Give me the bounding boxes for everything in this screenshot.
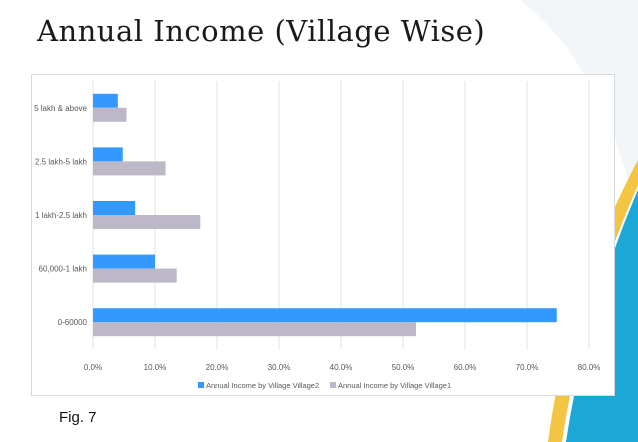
x-tick-label: 20.0% (206, 363, 229, 372)
x-tick-label: 50.0% (392, 363, 415, 372)
bar-village1 (93, 107, 127, 122)
legend-swatch-village1 (330, 382, 336, 388)
x-tick-label: 10.0% (144, 363, 167, 372)
x-tick-label: 70.0% (516, 363, 539, 372)
bar-village1 (93, 215, 201, 229)
x-tick-label: 0.0% (84, 363, 102, 372)
category-label: 1 lakh-2.5 lakh (35, 211, 87, 220)
x-tick-label: 80.0% (578, 363, 601, 372)
category-label: 0-60000 (58, 318, 88, 327)
legend-label-village2: Annual Income by Village Village2 (206, 381, 319, 390)
bar-village2 (93, 201, 136, 215)
bar-village2 (93, 308, 557, 323)
bar-village2 (93, 93, 118, 108)
bar-village1 (93, 268, 177, 283)
bar-village1 (93, 322, 417, 337)
bar-village2 (93, 254, 155, 269)
legend-swatch-village2 (198, 382, 204, 388)
bar-village1 (93, 161, 166, 176)
category-label: 2.5 lakh-5 lakh (35, 157, 87, 166)
category-label: 5 lakh & above (34, 104, 87, 113)
background-swoosh (520, 0, 638, 220)
chart-container: 0.0% 10.0% 20.0% 30.0% 40.0% 50.0% 60.0% 70.0% 8… (31, 74, 615, 396)
category-label: 60,000-1 lakh (39, 265, 87, 274)
figure-label: Fig. 7 (59, 409, 97, 426)
x-tick-label: 60.0% (454, 363, 477, 372)
income-bar-chart: 0.0% 10.0% 20.0% 30.0% 40.0% 50.0% 60.0% 70.0% 8… (34, 81, 601, 390)
x-tick-label: 40.0% (330, 363, 353, 372)
bar-village2 (93, 147, 123, 162)
slide-title: Annual Income (Village Wise) (37, 14, 486, 48)
legend-label-village1: Annual Income by Village Village1 (338, 381, 451, 390)
x-tick-label: 30.0% (268, 363, 291, 372)
